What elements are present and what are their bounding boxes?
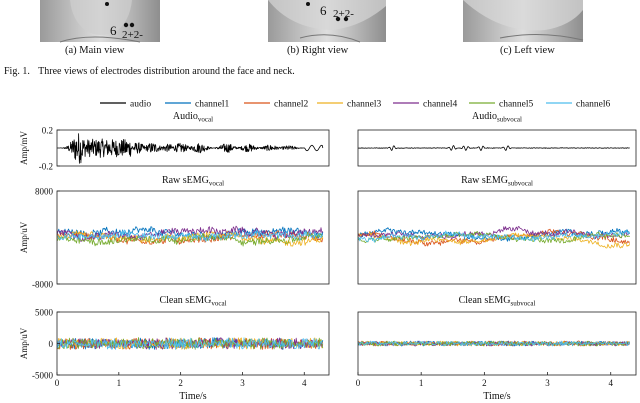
x-tick-label: 0 bbox=[356, 378, 361, 388]
axes-frame bbox=[56, 190, 330, 285]
plot-area bbox=[57, 337, 324, 350]
legend-label: audio bbox=[130, 100, 151, 110]
legend-label: channel4 bbox=[423, 100, 458, 110]
panel-title: Audiovocal bbox=[173, 111, 213, 124]
series-line-channel6 bbox=[57, 337, 324, 350]
y-tick-label: -0.2 bbox=[39, 162, 53, 172]
electrode-markers: 6 2+2- bbox=[306, 2, 354, 22]
plot-area bbox=[57, 133, 324, 164]
series-line-channel6 bbox=[358, 340, 631, 347]
x-axis-label: Time/s bbox=[483, 391, 511, 402]
x-tick-label: 2 bbox=[482, 378, 487, 388]
series-line-channel4 bbox=[358, 226, 630, 241]
axes-frame bbox=[357, 190, 637, 285]
legend-label: channel5 bbox=[499, 100, 534, 110]
x-tick-label: 0 bbox=[55, 378, 60, 388]
panel-audio-subvocal: Audiosubvocal bbox=[357, 111, 637, 167]
x-tick-label: 1 bbox=[117, 378, 122, 388]
plot-area bbox=[358, 340, 631, 347]
panel-title: Raw sEMGvocal bbox=[162, 175, 224, 188]
x-tick-label: 3 bbox=[240, 378, 245, 388]
legend-label: channel1 bbox=[195, 100, 230, 110]
series-line-channel5 bbox=[57, 231, 324, 247]
legend-item-channel6: channel6 bbox=[546, 100, 611, 110]
figure-caption: Fig. 1. Three views of electrodes distri… bbox=[4, 66, 295, 77]
x-tick-label: 4 bbox=[608, 378, 613, 388]
y-tick-label: 0 bbox=[49, 339, 54, 349]
series-line-channel3 bbox=[358, 231, 631, 249]
axes-frame bbox=[357, 311, 637, 376]
axes-frame bbox=[56, 129, 330, 167]
electrode-markers: 6 2+2- bbox=[105, 2, 143, 41]
series-line-channel6 bbox=[57, 229, 323, 242]
y-tick-label: 0.2 bbox=[42, 126, 53, 136]
figure-caption-text: Three views of electrodes distribution a… bbox=[38, 66, 295, 77]
electrode-label-pair: 2+2- bbox=[122, 29, 143, 41]
photo-left-view bbox=[463, 0, 584, 42]
panel-title: Clean sEMGsubvocal bbox=[459, 295, 536, 308]
legend-label: channel6 bbox=[576, 100, 611, 110]
x-tick-label: 3 bbox=[545, 378, 550, 388]
series-line-audio bbox=[57, 133, 324, 164]
x-tick-label: 2 bbox=[178, 378, 183, 388]
series-line-audio bbox=[358, 145, 630, 151]
electrode-label-6: 6 bbox=[320, 3, 327, 18]
x-axis-label: Time/s bbox=[179, 391, 207, 402]
panel-raw-semg-subvocal: Raw sEMGsubvocal bbox=[357, 175, 637, 285]
legend-item-channel2: channel2 bbox=[244, 100, 309, 110]
panel-audio-vocal: Audiovocal 0.2 -0.2 Amp/mV bbox=[19, 111, 330, 172]
x-tick-label: 1 bbox=[419, 378, 424, 388]
legend-item-channel3: channel3 bbox=[317, 100, 382, 110]
plot-area bbox=[358, 226, 631, 249]
legend-label: channel3 bbox=[347, 100, 382, 110]
photo-main-view: 6 2+2- bbox=[40, 0, 160, 43]
y-tick-label: -5000 bbox=[32, 371, 53, 381]
y-axis-label: Amp/uV bbox=[19, 327, 29, 359]
axes-frame bbox=[357, 129, 637, 167]
legend-item-channel1: channel1 bbox=[165, 100, 230, 110]
panel-raw-semg-vocal: Raw sEMGvocal 8000 -8000 Amp/uV bbox=[19, 175, 330, 290]
legend-label: channel2 bbox=[274, 100, 309, 110]
panel-title: Raw sEMGsubvocal bbox=[461, 175, 533, 188]
caption-right-view: (b) Right view bbox=[287, 45, 349, 56]
y-tick-label: -8000 bbox=[32, 280, 53, 290]
panel-clean-semg-subvocal: Clean sEMGsubvocal 0 1 2 3 4 Time/s bbox=[356, 295, 637, 402]
series-line-channel6 bbox=[358, 230, 631, 243]
legend-item-channel5: channel5 bbox=[469, 100, 534, 110]
y-axis-label: Amp/mV bbox=[19, 131, 29, 166]
electrode-label-pair: 2+2- bbox=[333, 8, 354, 20]
figure-caption-label: Fig. 1. bbox=[4, 66, 30, 77]
panel-title: Clean sEMGvocal bbox=[159, 295, 226, 308]
electrode-label-6: 6 bbox=[110, 23, 117, 38]
legend-item-audio: audio bbox=[100, 100, 151, 110]
plot-area bbox=[358, 145, 630, 151]
x-tick-label: 4 bbox=[302, 378, 307, 388]
y-axis-label: Amp/uV bbox=[19, 221, 29, 253]
panel-title: Audiosubvocal bbox=[472, 111, 522, 124]
y-tick-label: 5000 bbox=[35, 308, 54, 318]
caption-main-view: (a) Main view bbox=[65, 45, 125, 56]
plot-area bbox=[57, 225, 324, 247]
chart-legend: audio channel1 channel2 channel3 channel4 cha… bbox=[100, 100, 611, 110]
photo-right-view: 6 2+2- bbox=[268, 0, 386, 43]
y-tick-label: 8000 bbox=[35, 187, 54, 197]
legend-item-channel4: channel4 bbox=[393, 100, 458, 110]
caption-left-view: (c) Left view bbox=[500, 45, 555, 56]
